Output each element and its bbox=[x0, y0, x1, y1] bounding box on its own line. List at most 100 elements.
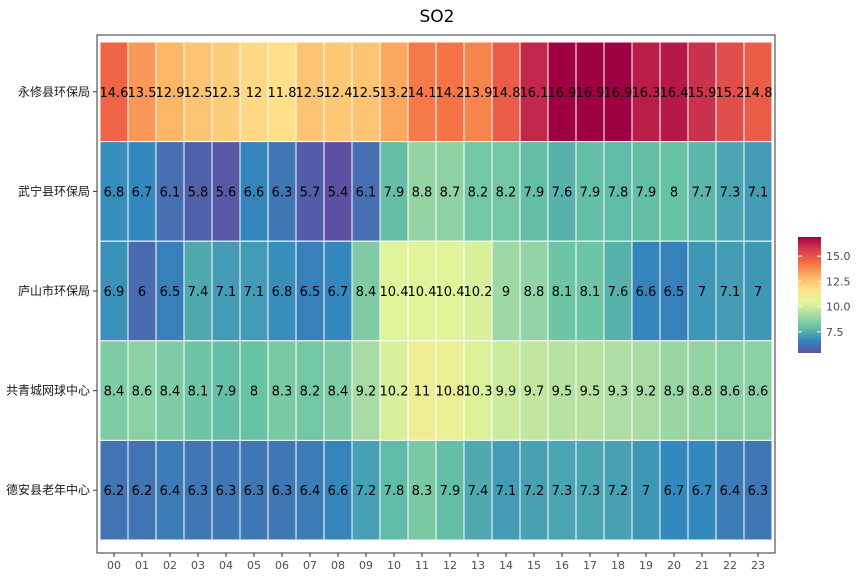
cell-value-label: 7.9 bbox=[384, 185, 405, 200]
heatmap-cell bbox=[687, 141, 717, 242]
heatmap-cell bbox=[99, 41, 129, 143]
cell-value-label: 6.6 bbox=[636, 285, 657, 300]
heatmap-cell bbox=[211, 439, 241, 541]
heatmap-cell bbox=[547, 41, 577, 143]
heatmap-cell bbox=[575, 439, 605, 541]
x-tick-label: 17 bbox=[583, 559, 597, 572]
cell-value-label: 7.6 bbox=[608, 285, 629, 300]
cell-value-label: 10.3 bbox=[464, 385, 493, 400]
cell-value-label: 7.4 bbox=[188, 285, 209, 300]
heatmap-cell bbox=[715, 240, 745, 342]
x-tick-label: 20 bbox=[667, 559, 681, 572]
heatmap-cell-labels: 14.6 13.5 12.9 12.5 12.3 12 11.8 12.5 12.4 12.5 13… bbox=[100, 86, 773, 499]
cell-value-label: 12.3 bbox=[212, 86, 241, 101]
cell-value-label: 7.2 bbox=[608, 484, 629, 499]
y-tick-label: 庐山市环保局 bbox=[18, 283, 90, 298]
cell-value-label: 5.4 bbox=[328, 185, 349, 200]
cell-value-label: 7.4 bbox=[468, 484, 489, 499]
heatmap-cell bbox=[211, 240, 241, 342]
x-tick-label: 18 bbox=[611, 559, 625, 572]
cell-value-label: 16.9 bbox=[576, 86, 605, 101]
cell-value-label: 7.9 bbox=[216, 385, 237, 400]
cell-value-label: 8 bbox=[250, 385, 258, 400]
cell-value-label: 8.2 bbox=[496, 185, 517, 200]
heatmap-cell bbox=[267, 240, 297, 342]
cell-value-label: 8.1 bbox=[552, 285, 573, 300]
cell-value-label: 8.3 bbox=[272, 385, 293, 400]
heatmap-cell bbox=[323, 340, 353, 441]
cell-value-label: 6.4 bbox=[160, 484, 181, 499]
cell-value-label: 16.3 bbox=[632, 86, 661, 101]
heatmap-cell bbox=[295, 340, 325, 441]
x-tick-label: 08 bbox=[331, 559, 345, 572]
heatmap-cell bbox=[547, 240, 577, 342]
cell-value-label: 6.8 bbox=[272, 285, 293, 300]
heatmap-cell bbox=[379, 41, 409, 143]
heatmap-cells bbox=[99, 41, 773, 541]
cell-value-label: 12 bbox=[246, 86, 263, 101]
heatmap-cell bbox=[183, 340, 213, 441]
heatmap-cell bbox=[463, 439, 493, 541]
cell-value-label: 9.5 bbox=[552, 385, 573, 400]
heatmap-cell bbox=[127, 439, 157, 541]
cell-value-label: 6.5 bbox=[160, 285, 181, 300]
cell-value-label: 6.5 bbox=[300, 285, 321, 300]
x-tick-label: 11 bbox=[415, 559, 429, 572]
cell-value-label: 5.6 bbox=[216, 185, 237, 200]
heatmap-cell bbox=[743, 141, 773, 242]
cell-value-label: 6.7 bbox=[664, 484, 685, 499]
cell-value-label: 8.6 bbox=[748, 385, 769, 400]
x-tick-label: 01 bbox=[135, 559, 149, 572]
cell-value-label: 7.1 bbox=[748, 185, 769, 200]
cell-value-label: 6.6 bbox=[328, 484, 349, 499]
heatmap-cell bbox=[239, 340, 269, 441]
cell-value-label: 12.4 bbox=[324, 86, 353, 101]
x-tick-label: 12 bbox=[443, 559, 457, 572]
cell-value-label: 12.5 bbox=[352, 86, 381, 101]
heatmap-cell bbox=[155, 340, 185, 441]
x-tick-label: 05 bbox=[247, 559, 261, 572]
heatmap-cell bbox=[267, 439, 297, 541]
heatmap-cell bbox=[407, 141, 437, 242]
cell-value-label: 6.9 bbox=[104, 285, 125, 300]
cell-value-label: 8.6 bbox=[720, 385, 741, 400]
cell-value-label: 8.4 bbox=[104, 385, 125, 400]
cell-value-label: 8.1 bbox=[188, 385, 209, 400]
heatmap-cell bbox=[491, 439, 521, 541]
heatmap-cell bbox=[127, 340, 157, 441]
heatmap-cell bbox=[463, 141, 493, 242]
cell-value-label: 7.8 bbox=[608, 185, 629, 200]
cell-value-label: 9.3 bbox=[608, 385, 629, 400]
heatmap-cell bbox=[519, 41, 549, 143]
x-tick-label: 02 bbox=[163, 559, 177, 572]
chart-title: SO2 bbox=[420, 7, 455, 27]
x-tick-label: 14 bbox=[499, 559, 513, 572]
heatmap-cell bbox=[351, 340, 381, 441]
heatmap-cell bbox=[575, 240, 605, 342]
heatmap-cell bbox=[435, 41, 465, 143]
heatmap-cell bbox=[715, 141, 745, 242]
heatmap-cell bbox=[603, 41, 633, 143]
heatmap-cell bbox=[631, 141, 661, 242]
cell-value-label: 7.2 bbox=[356, 484, 377, 499]
x-tick-label: 04 bbox=[219, 559, 233, 572]
heatmap-cell bbox=[295, 439, 325, 541]
cell-value-label: 16.9 bbox=[604, 86, 633, 101]
cell-value-label: 7.2 bbox=[524, 484, 545, 499]
heatmap-cell bbox=[239, 240, 269, 342]
x-tick-label: 07 bbox=[303, 559, 317, 572]
y-tick-label: 共青城网球中心 bbox=[6, 383, 90, 398]
cell-value-label: 15.2 bbox=[716, 86, 745, 101]
cell-value-label: 9 bbox=[502, 285, 510, 300]
heatmap-cell bbox=[211, 41, 241, 143]
heatmap-cell bbox=[631, 240, 661, 342]
x-tick-label: 15 bbox=[527, 559, 541, 572]
y-tick-label: 武宁县环保局 bbox=[18, 183, 90, 198]
heatmap-cell bbox=[183, 240, 213, 342]
cell-value-label: 8.8 bbox=[524, 285, 545, 300]
color-legend: 7.5 10.0 12.5 15.0 bbox=[798, 237, 851, 353]
cell-value-label: 8.2 bbox=[300, 385, 321, 400]
cell-value-label: 10.4 bbox=[436, 285, 465, 300]
heatmap-cell bbox=[631, 41, 661, 143]
